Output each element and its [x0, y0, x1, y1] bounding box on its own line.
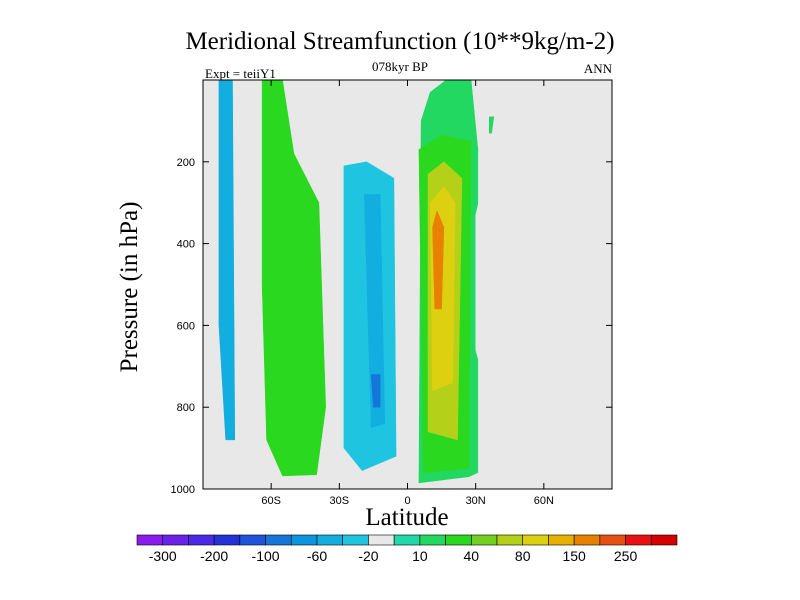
contour-region-north-upper-speck [541, 87, 545, 97]
colorbar-swatch [548, 534, 575, 546]
y-tick-label: 200 [177, 157, 195, 169]
y-tick-label: 800 [177, 402, 195, 414]
colorbar-label: -60 [307, 548, 327, 564]
x-tick-label: 30S [330, 495, 350, 507]
colorbar-label: -300 [149, 548, 177, 564]
colorbar-swatch [136, 534, 164, 546]
axes: 200 400 600 800 1000 60S 30S 0 30N 60N [171, 79, 613, 507]
colorbar-swatch [573, 534, 601, 546]
colorbar-label: -200 [200, 548, 228, 564]
y-tick-label: 1000 [171, 484, 195, 496]
season-label: ANN [583, 61, 612, 76]
x-tick-label: 0 [404, 495, 410, 507]
colorbar-swatch [316, 534, 344, 546]
colorbar-swatch [393, 534, 421, 546]
colorbar-swatch [188, 534, 215, 546]
colorbar-swatch [625, 534, 652, 546]
x-tick-label: 60S [261, 495, 281, 507]
contour-region-south-hadley-core [364, 194, 386, 428]
contour-region-south-hadley-max [370, 374, 381, 408]
contour-region-north-hadley-core [432, 210, 445, 310]
colorbar-label: 150 [562, 548, 586, 564]
colorbar: -300 -200 -100 -60 -20 10 40 80 150 250 [136, 534, 678, 564]
contour-region-south-polar-cell-core [218, 80, 236, 441]
plot-area [203, 80, 612, 489]
contour-region-south-mid-positive-cell [261, 80, 326, 477]
colorbar-swatch [265, 534, 292, 546]
contour-region-north-hadley-strong [429, 185, 456, 392]
chart-subtitle: 078kyr BP [372, 59, 428, 74]
x-axis-label: Latitude [365, 504, 449, 531]
colorbar-swatch [419, 534, 446, 546]
colorbar-label: -20 [358, 548, 378, 564]
experiment-label: Expt = teiiY1 [205, 66, 276, 81]
colorbar-swatch [290, 534, 318, 546]
colorbar-swatch [445, 534, 472, 546]
contour-region-north-upper-tongue [489, 116, 495, 134]
chart-title: Meridional Streamfunction (10**9kg/m-2) [185, 28, 615, 55]
colorbar-label: 10 [412, 548, 428, 564]
colorbar-label: 250 [614, 548, 638, 564]
y-tick-label: 600 [177, 320, 195, 332]
x-tick-label: 60N [534, 495, 554, 507]
colorbar-swatch [342, 534, 369, 546]
colorbar-label: 40 [463, 548, 479, 564]
colorbar-label: -100 [252, 548, 280, 564]
y-tick-label: 400 [177, 239, 195, 251]
colorbar-swatch [162, 534, 189, 546]
contour-region-north-upper-cell [538, 80, 585, 158]
colorbar-swatch [599, 534, 626, 546]
colorbar-swatch [470, 534, 498, 546]
colorbar-swatch [239, 534, 266, 546]
colorbar-swatch [496, 534, 524, 546]
colorbar-swatch [213, 534, 241, 546]
contour-region-north-ferrel-cell [475, 169, 529, 429]
colorbar-swatch [650, 534, 678, 546]
colorbar-swatch [368, 534, 395, 546]
x-tick-label: 30N [466, 495, 486, 507]
colorbar-label: 80 [515, 548, 531, 564]
colorbar-swatch [522, 534, 549, 546]
